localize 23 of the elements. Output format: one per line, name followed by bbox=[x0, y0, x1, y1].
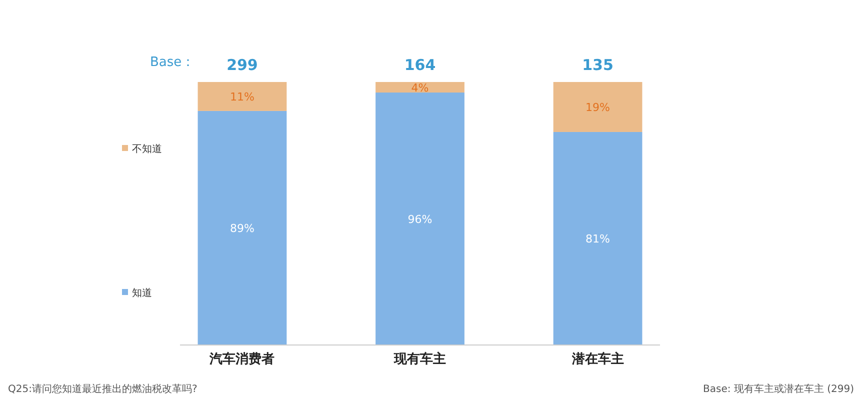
text: Base： bbox=[150, 55, 195, 70]
annotation: 299 bbox=[226, 56, 258, 74]
data-label: 81% bbox=[586, 232, 610, 246]
annotation: 135 bbox=[582, 56, 614, 74]
data-label: 11% bbox=[230, 90, 254, 104]
legend-label: 知道 bbox=[132, 287, 152, 299]
bar bbox=[553, 132, 642, 345]
data-label: 96% bbox=[408, 212, 432, 226]
data-label: 19% bbox=[586, 100, 610, 114]
bar bbox=[198, 110, 287, 345]
data-label: 4% bbox=[411, 81, 429, 94]
data-label: 89% bbox=[230, 222, 254, 235]
bar bbox=[376, 82, 464, 93]
annotation: 164 bbox=[404, 56, 436, 74]
bar bbox=[376, 92, 464, 345]
text: Q25:请问您知道最近推出的燃油税改革吗? bbox=[8, 383, 198, 395]
bar bbox=[198, 82, 287, 111]
x-tick-label: 现有车主 bbox=[393, 351, 446, 367]
bar bbox=[553, 82, 642, 132]
x-tick-label: 汽车消费者 bbox=[208, 351, 275, 367]
legend-label: 不知道 bbox=[132, 143, 162, 155]
x-tick-label: 潜在车主 bbox=[570, 351, 624, 367]
text: Base: 现有车主或潜在车主 (299) bbox=[703, 383, 854, 395]
